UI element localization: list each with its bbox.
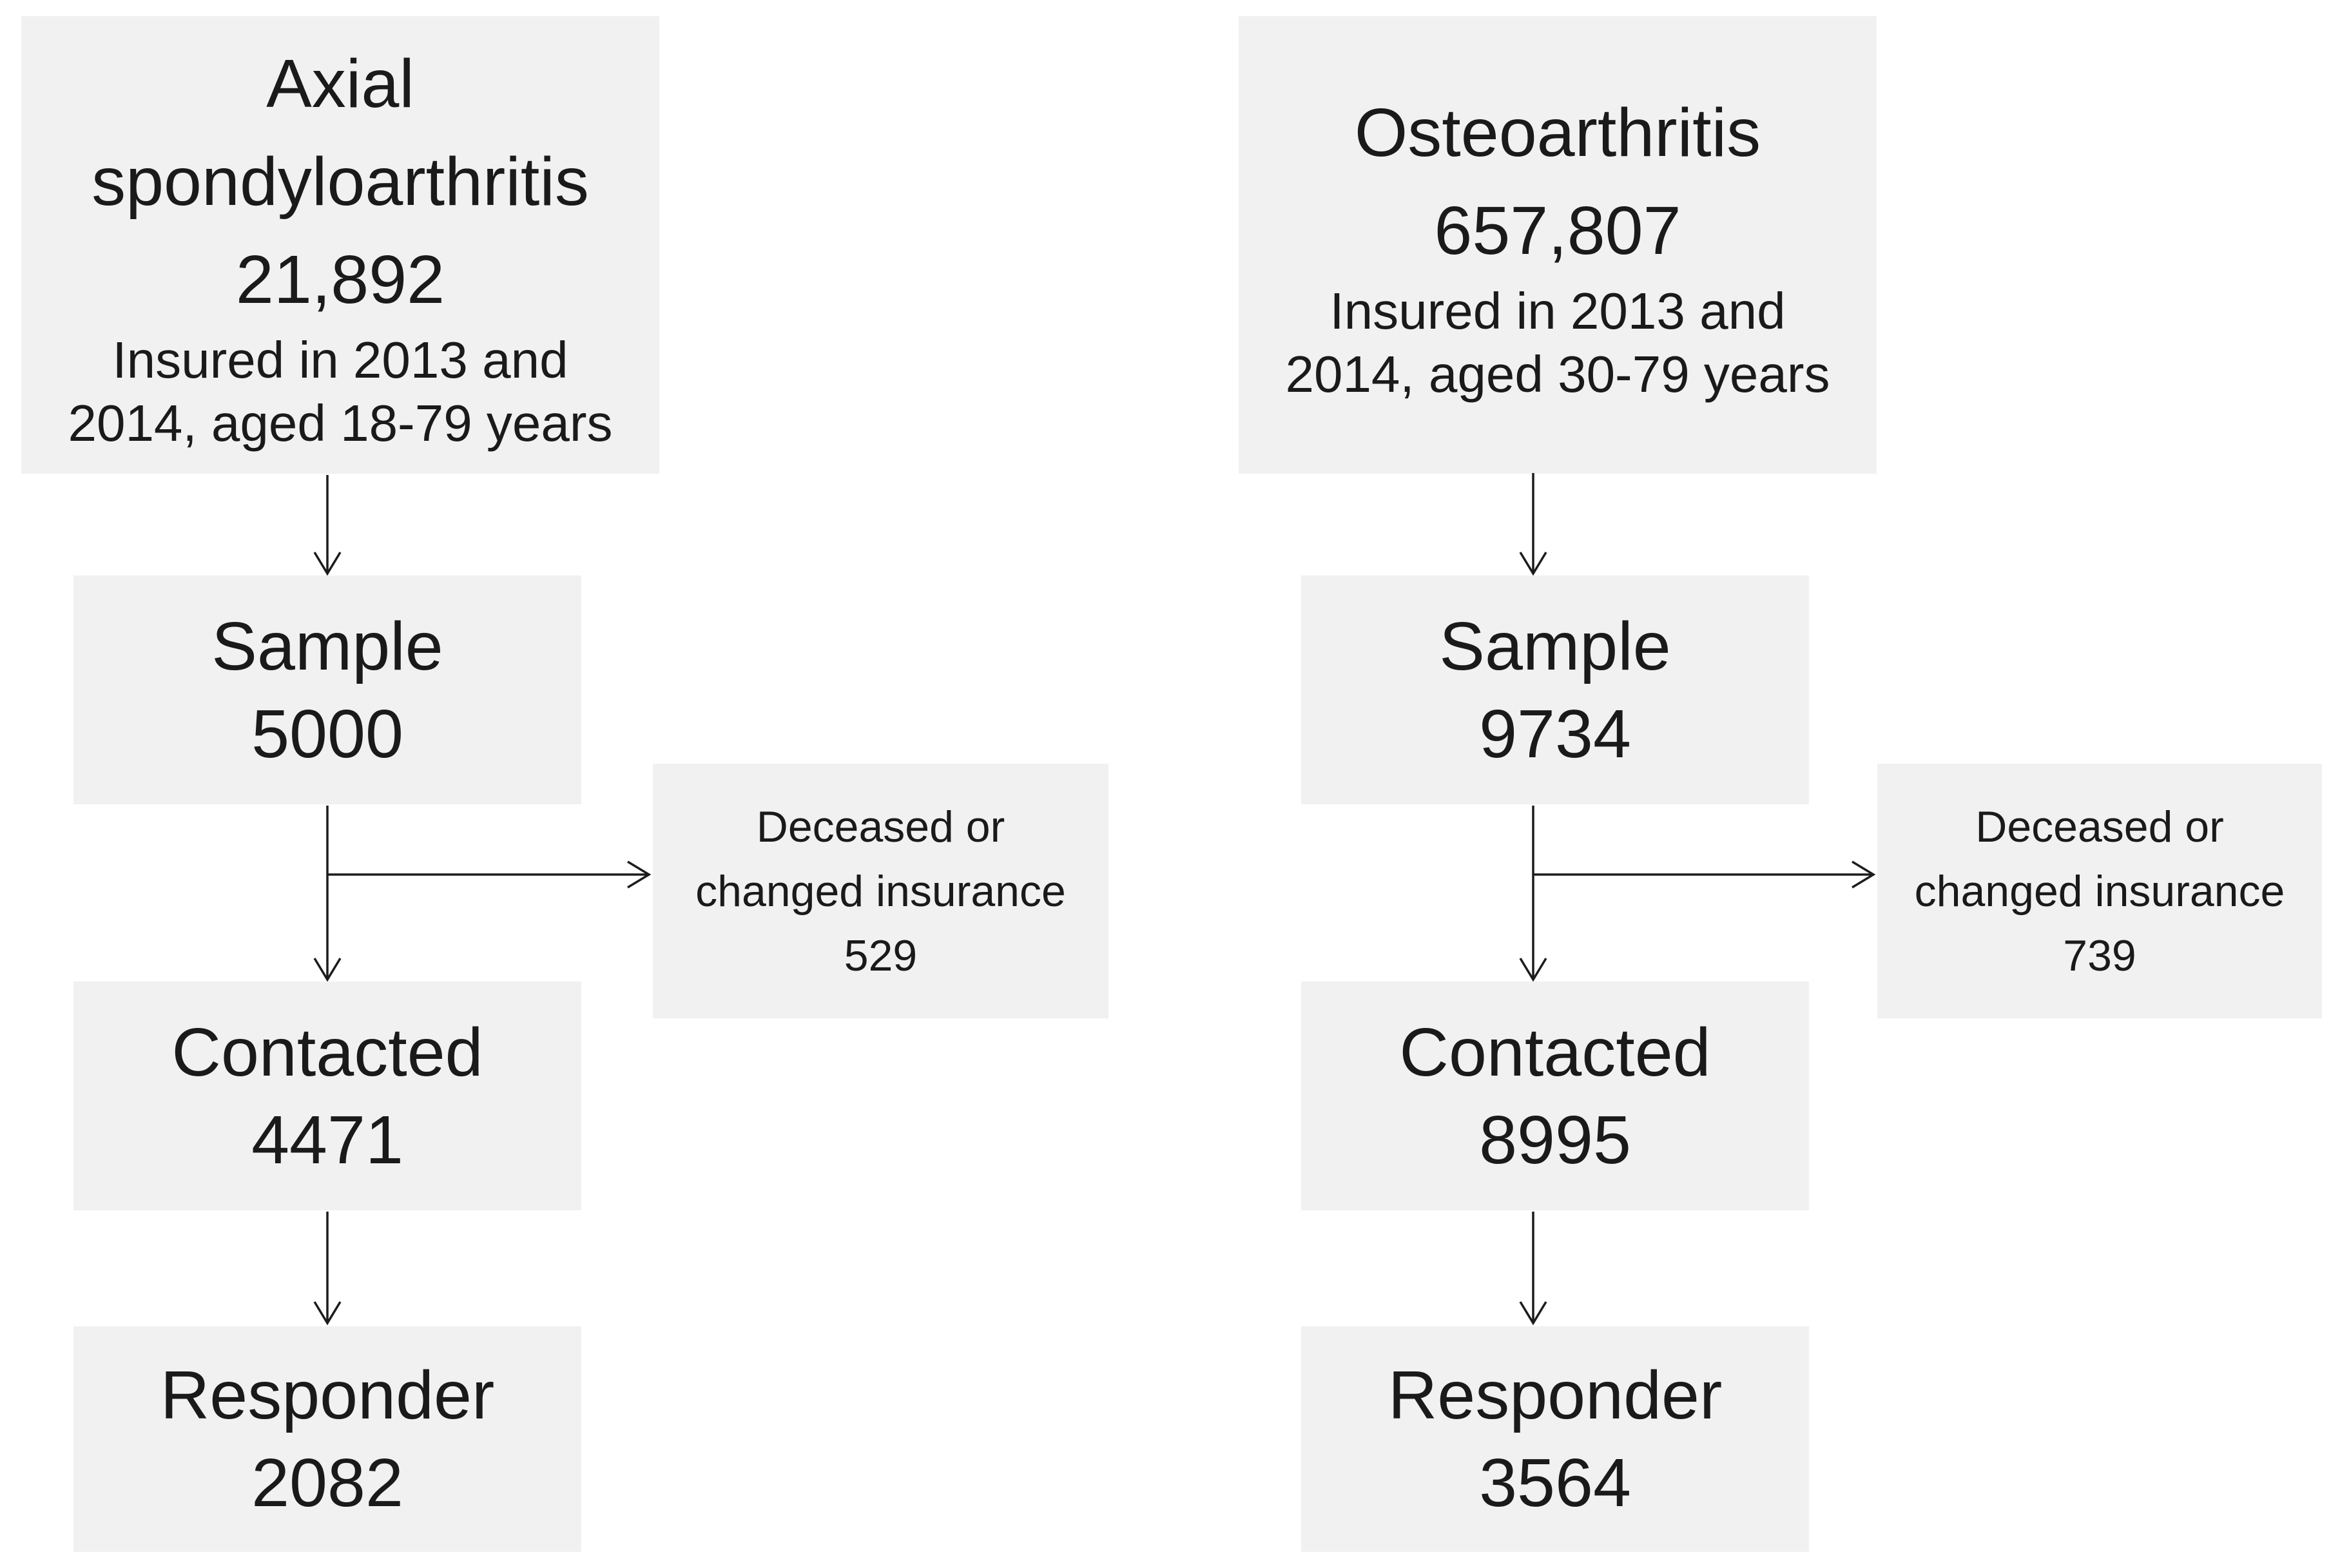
oa-arrow-population-to-sample <box>1519 473 1547 576</box>
responder-count: 3564 <box>1479 1445 1631 1521</box>
population-name-line: Osteoarthritis <box>1354 95 1761 171</box>
oa-responder-box: Responder 3564 <box>1301 1326 1809 1552</box>
axspa-sample-box: Sample 5000 <box>73 576 581 804</box>
excluded-count: 529 <box>844 931 918 980</box>
oa-arrow-sample-to-excluded <box>1533 860 1876 889</box>
responder-label: Responder <box>160 1357 495 1433</box>
axspa-responder-box: Responder 2082 <box>73 1326 581 1552</box>
sample-count: 5000 <box>251 695 403 772</box>
excluded-reason-line: Deceased or <box>1975 802 2224 851</box>
sample-label: Sample <box>211 608 443 684</box>
excluded-count: 739 <box>2063 931 2136 980</box>
population-criteria-line: 2014, aged 18-79 years <box>68 394 613 452</box>
excluded-reason-line: Deceased or <box>756 802 1005 851</box>
population-count: 21,892 <box>235 242 445 318</box>
contacted-count: 8995 <box>1479 1101 1631 1178</box>
axspa-arrow-sample-to-contacted <box>313 806 342 982</box>
sample-label: Sample <box>1439 608 1671 684</box>
responder-label: Responder <box>1388 1357 1723 1433</box>
axspa-arrow-contacted-to-responder <box>313 1212 342 1326</box>
contacted-count: 4471 <box>251 1101 403 1178</box>
responder-count: 2082 <box>251 1445 403 1521</box>
population-name-line: spondyloarthritis <box>92 144 589 220</box>
axspa-arrow-sample-to-excluded <box>327 860 652 889</box>
axspa-population-box: Axial spondyloarthritis 21,892 Insured i… <box>21 16 659 474</box>
population-count: 657,807 <box>1434 193 1681 269</box>
sample-count: 9734 <box>1479 695 1631 772</box>
population-name-line: Axial <box>266 46 414 122</box>
excluded-reason-line: changed insurance <box>1914 866 2285 916</box>
contacted-label: Contacted <box>171 1014 483 1090</box>
oa-excluded-box: Deceased or changed insurance 739 <box>1877 764 2322 1018</box>
population-criteria-line: Insured in 2013 and <box>1330 282 1786 340</box>
axspa-contacted-box: Contacted 4471 <box>73 982 581 1210</box>
axspa-arrow-population-to-sample <box>313 475 342 576</box>
oa-sample-box: Sample 9734 <box>1301 576 1809 804</box>
population-criteria-line: Insured in 2013 and <box>112 331 568 389</box>
population-criteria-line: 2014, aged 30-79 years <box>1285 345 1830 403</box>
axspa-excluded-box: Deceased or changed insurance 529 <box>653 764 1108 1018</box>
oa-population-box: Osteoarthritis 657,807 Insured in 2013 a… <box>1239 16 1877 474</box>
contacted-label: Contacted <box>1399 1014 1711 1090</box>
oa-arrow-contacted-to-responder <box>1519 1212 1547 1326</box>
oa-arrow-sample-to-contacted <box>1519 806 1547 982</box>
oa-contacted-box: Contacted 8995 <box>1301 982 1809 1210</box>
excluded-reason-line: changed insurance <box>695 866 1066 916</box>
